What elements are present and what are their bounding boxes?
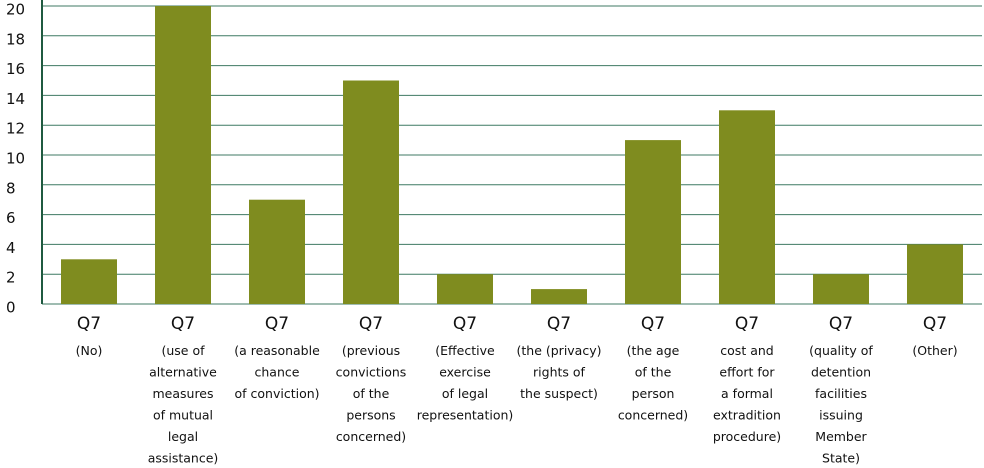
bar: [531, 289, 587, 304]
x-tick-label: of mutual: [153, 408, 213, 423]
bar: [249, 199, 305, 304]
x-tick-label: exercise: [439, 365, 491, 380]
y-tick-label: 14: [6, 90, 25, 108]
x-tick-label: issuing: [819, 408, 863, 423]
x-tick-label: chance: [255, 365, 300, 380]
x-tick-label: Q7: [171, 314, 195, 334]
bar: [343, 80, 399, 304]
x-tick-label: of the: [635, 365, 672, 380]
x-tick-label: of conviction): [234, 386, 319, 401]
x-tick-label: alternative: [149, 365, 217, 380]
y-tick-label: 6: [6, 209, 16, 227]
y-tick-label: 18: [6, 30, 25, 48]
x-tick-label: concerned): [618, 408, 688, 423]
bar: [625, 140, 681, 304]
x-tick-label: Q7: [829, 314, 853, 334]
y-tick-label: 2: [6, 269, 16, 287]
bar: [155, 6, 211, 304]
x-tick-label: legal: [168, 429, 198, 444]
x-tick-label: (the (privacy): [517, 343, 602, 358]
x-tick-label: effort for: [719, 365, 775, 380]
x-tick-label: a formal: [721, 386, 773, 401]
y-tick-label: 8: [6, 179, 16, 197]
x-tick-label: measures: [152, 386, 213, 401]
x-tick-label: (the age: [627, 343, 680, 358]
y-tick-label: 10: [6, 150, 25, 168]
x-tick-label: of legal: [442, 386, 488, 401]
bar: [437, 274, 493, 304]
y-tick-label: 12: [6, 120, 25, 138]
x-tick-label: Q7: [641, 314, 665, 334]
x-tick-label: convictions: [336, 365, 407, 380]
bar: [813, 274, 869, 304]
x-tick-label: Q7: [923, 314, 947, 334]
y-tick-label: 0: [6, 299, 16, 317]
x-tick-label: of the: [353, 386, 390, 401]
bar: [719, 110, 775, 304]
bar: [61, 259, 117, 304]
y-tick-label: 16: [6, 60, 25, 78]
x-tick-label: facilities: [815, 386, 867, 401]
x-tick-label: (a reasonable: [234, 343, 320, 358]
x-tick-label: assistance): [148, 451, 219, 466]
bar: [907, 244, 963, 304]
x-tick-label: Member: [815, 429, 867, 444]
x-tick-label: extradition: [713, 408, 781, 423]
x-tick-label: State): [822, 451, 860, 466]
x-tick-label: concerned): [336, 429, 406, 444]
x-tick-label: representation): [417, 408, 514, 423]
x-tick-label: persons: [346, 408, 395, 423]
x-tick-label: person: [632, 386, 675, 401]
x-tick-label: procedure): [713, 429, 781, 444]
x-tick-label: (Other): [912, 343, 957, 358]
x-tick-label: the suspect): [520, 386, 598, 401]
x-tick-label: (previous: [342, 343, 400, 358]
x-tick-label: (Effective: [435, 343, 495, 358]
x-tick-label: Q7: [265, 314, 289, 334]
x-tick-label: Q7: [547, 314, 571, 334]
x-tick-label: Q7: [735, 314, 759, 334]
x-tick-label: cost and: [720, 343, 773, 358]
x-tick-label: rights of: [533, 365, 586, 380]
x-tick-label: (quality of: [809, 343, 873, 358]
x-tick-label: (use of: [161, 343, 205, 358]
x-tick-label: detention: [811, 365, 871, 380]
x-tick-label: Q7: [453, 314, 477, 334]
y-tick-label: 4: [6, 239, 16, 257]
x-tick-label: Q7: [77, 314, 101, 334]
y-tick-label: 20: [6, 1, 25, 19]
x-tick-label: (No): [76, 343, 103, 358]
x-tick-label: Q7: [359, 314, 383, 334]
